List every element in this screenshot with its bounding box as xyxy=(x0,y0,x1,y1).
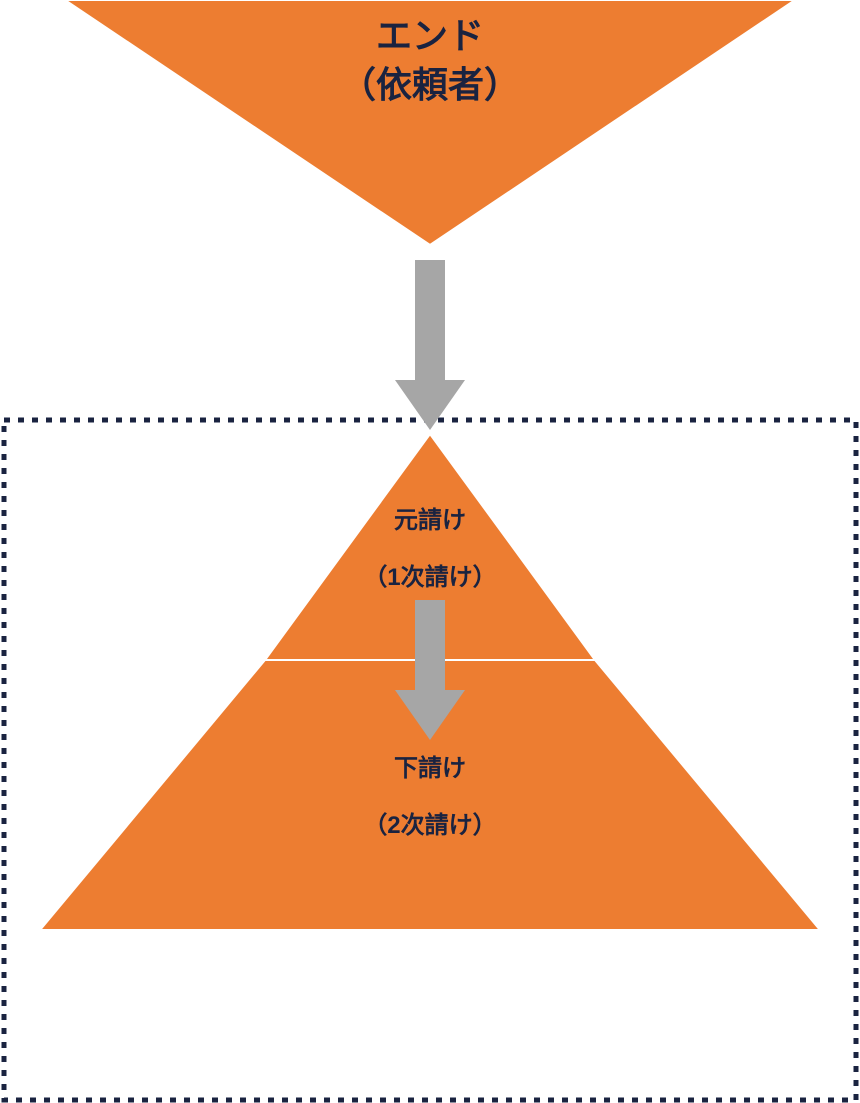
pyramid-top-label: 元請け （1次請け） xyxy=(340,500,520,592)
bot-label-line1: 下請け xyxy=(340,748,520,783)
pyramid-bottom-label: 下請け （2次請け） xyxy=(340,748,520,840)
bot-label-line2: （2次請け） xyxy=(340,805,520,840)
mid-label-line1: 元請け xyxy=(340,500,520,535)
mid-label-line2: （1次請け） xyxy=(340,557,520,592)
top-label-line2: （依頼者） xyxy=(300,61,560,110)
top-label-line1: エンド xyxy=(300,12,560,61)
top-triangle-label: エンド （依頼者） xyxy=(300,12,560,109)
arrow-down-1 xyxy=(395,260,465,430)
